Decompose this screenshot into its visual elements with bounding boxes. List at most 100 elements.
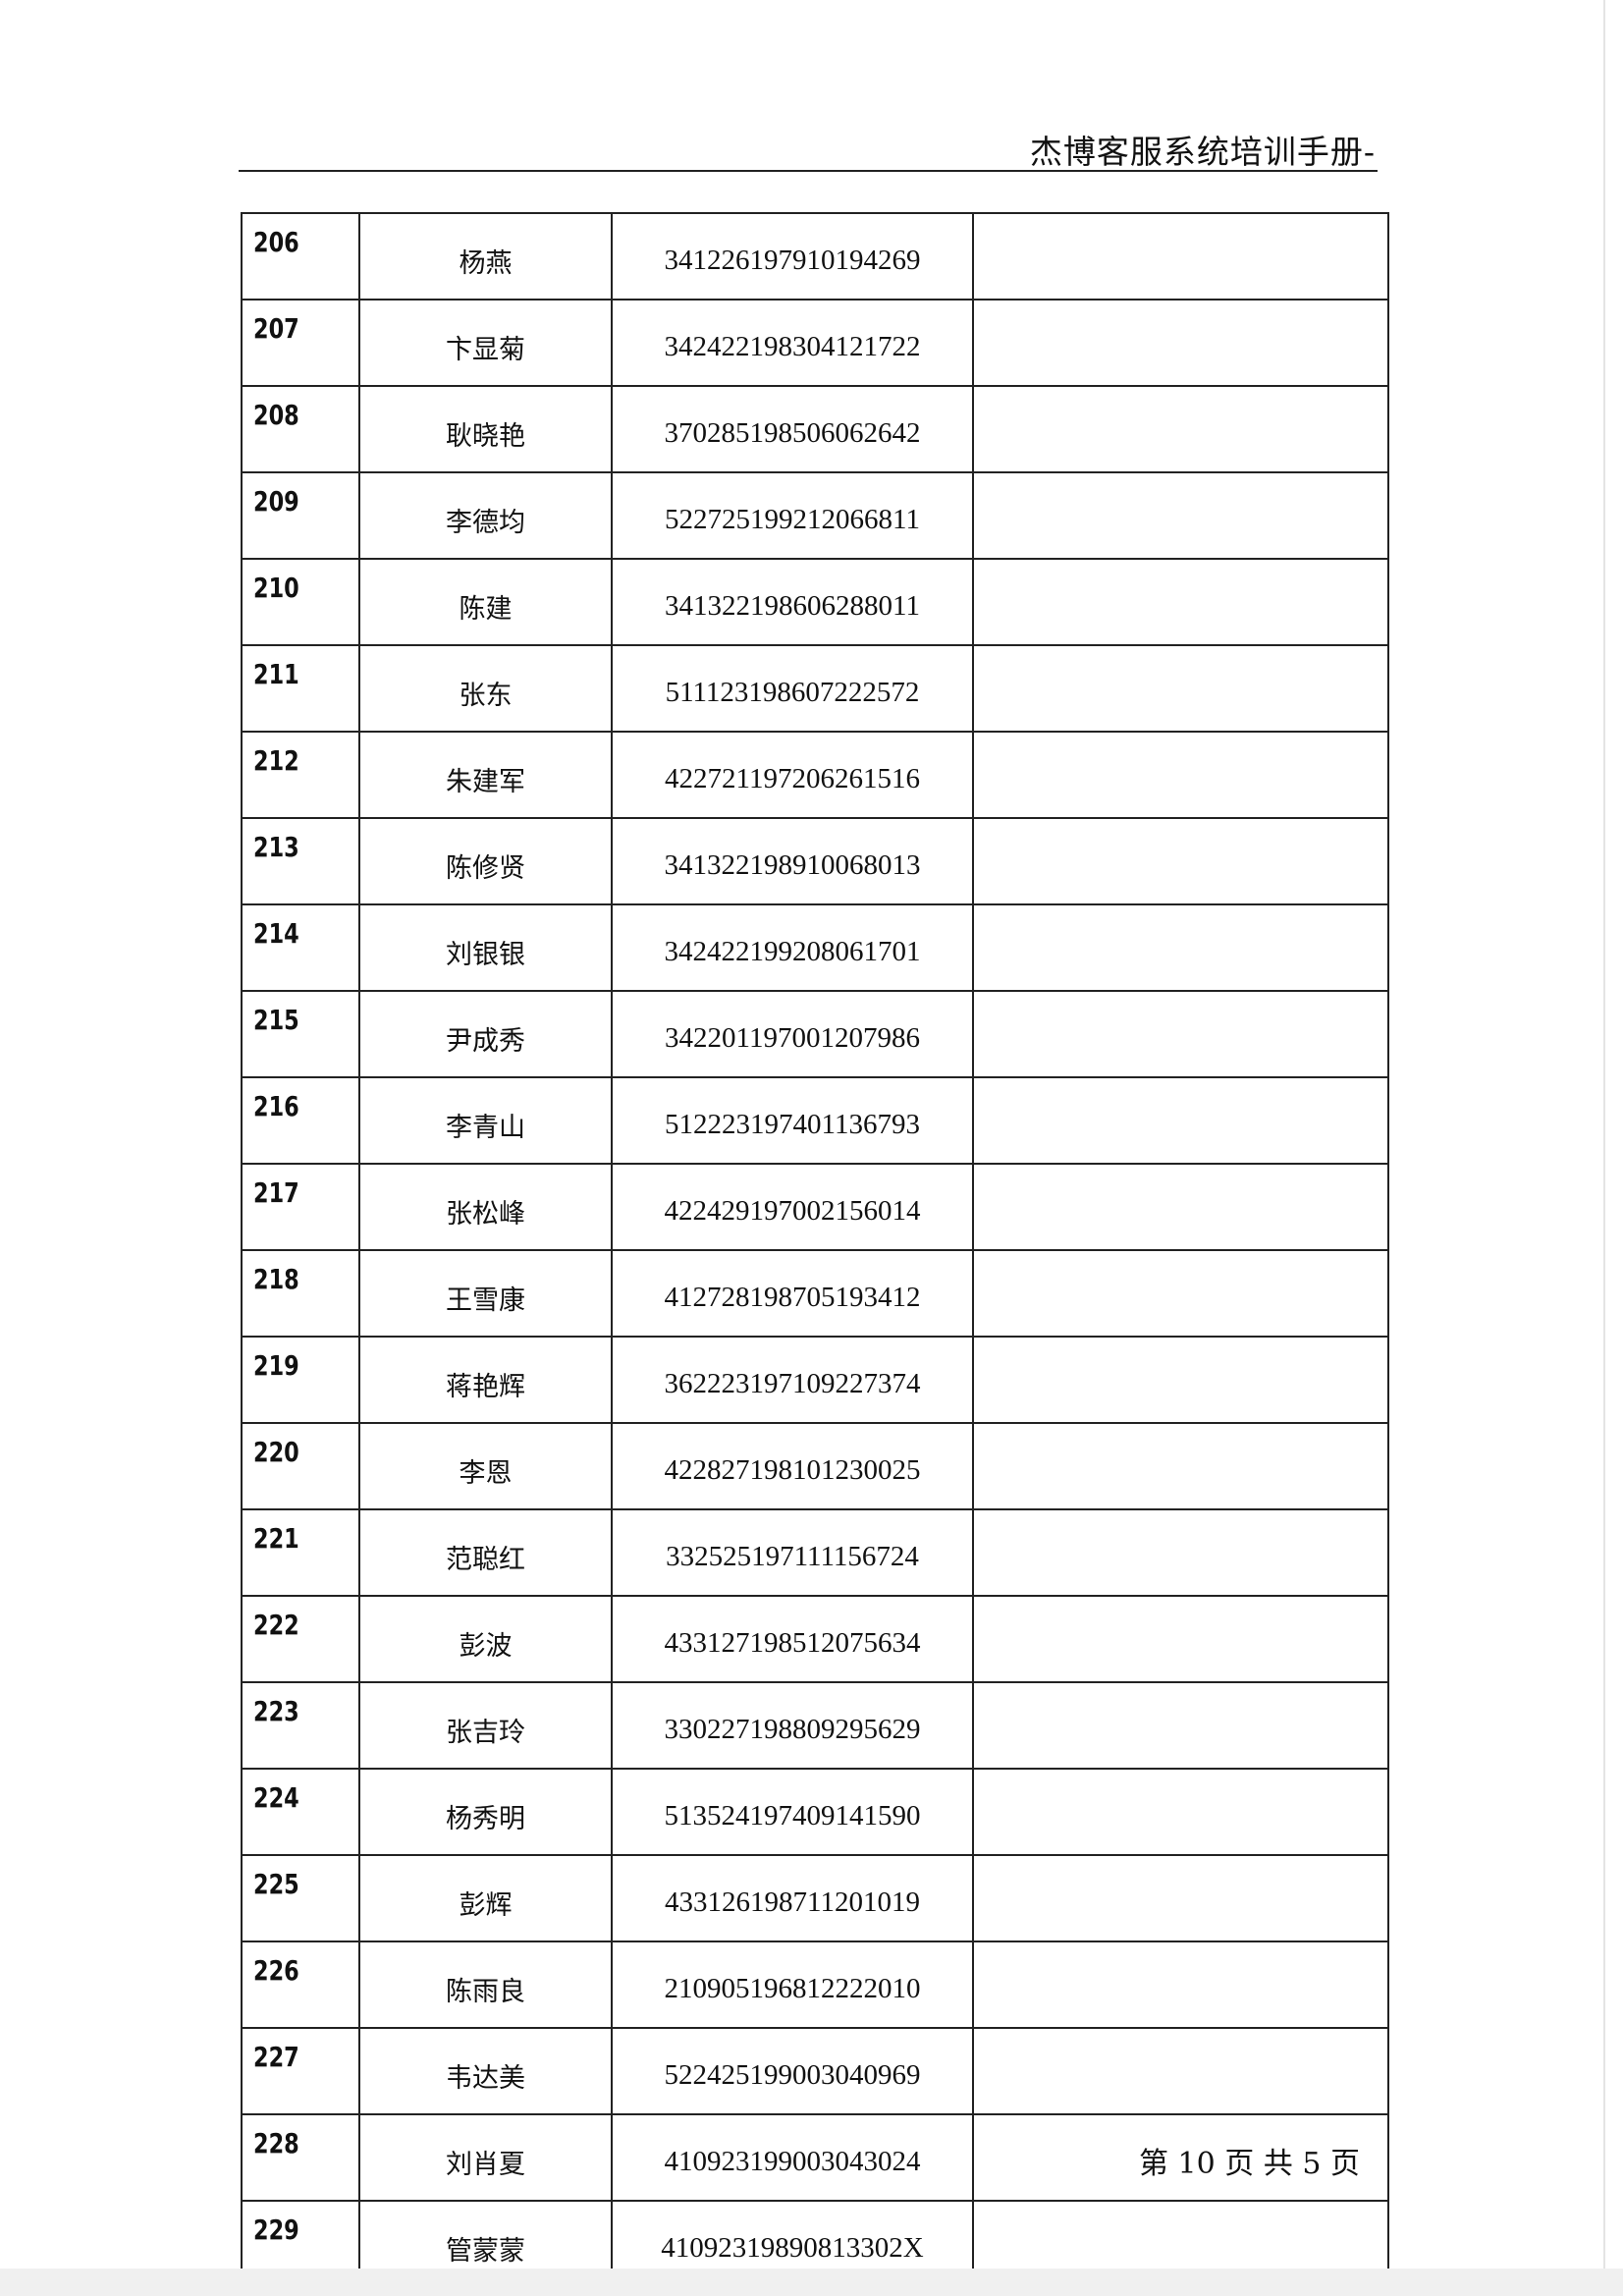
name-cell: 刘银银 <box>358 903 613 992</box>
row-number: 222 <box>241 1595 337 1683</box>
row-number: 209 <box>241 471 337 560</box>
name-cell: 杨燕 <box>358 212 613 301</box>
id-number-cell: 341322198606288011 <box>611 558 974 646</box>
remark-cell <box>972 299 1389 387</box>
name-cell: 陈修贤 <box>358 817 613 905</box>
table-row: 217 张松峰 422429197002156014 <box>241 1163 1389 1251</box>
remark-cell <box>972 1163 1389 1251</box>
name-cell: 张东 <box>358 644 613 733</box>
name-cell: 王雪康 <box>358 1249 613 1338</box>
remark-cell <box>972 990 1389 1078</box>
table-row: 227 韦达美 522425199003040969 <box>241 2027 1389 2115</box>
row-number: 206 <box>241 212 337 301</box>
table-row: 219 蒋艳辉 362223197109227374 <box>241 1336 1389 1424</box>
name-cell: 尹成秀 <box>358 990 613 1078</box>
table-row: 208 耿晓艳 370285198506062642 <box>241 385 1389 473</box>
id-number-cell: 342422199208061701 <box>611 903 974 992</box>
table-row: 218 王雪康 412728198705193412 <box>241 1249 1389 1338</box>
row-number: 207 <box>241 299 337 387</box>
name-cell: 耿晓艳 <box>358 385 613 473</box>
row-number: 214 <box>241 903 337 992</box>
id-number-cell: 362223197109227374 <box>611 1336 974 1424</box>
name-cell: 彭波 <box>358 1595 613 1683</box>
remark-cell <box>972 1681 1389 1770</box>
name-cell: 张松峰 <box>358 1163 613 1251</box>
id-number-cell: 341226197910194269 <box>611 212 974 301</box>
id-number-cell: 422827198101230025 <box>611 1422 974 1510</box>
remark-cell <box>972 471 1389 560</box>
header-rule <box>239 170 1378 172</box>
name-cell: 韦达美 <box>358 2027 613 2115</box>
id-number-cell: 412728198705193412 <box>611 1249 974 1338</box>
row-number: 228 <box>241 2113 337 2202</box>
remark-cell <box>972 1422 1389 1510</box>
table-row: 228 刘肖夏 410923199003043024 <box>241 2113 1389 2202</box>
table-row: 220 李恩 422827198101230025 <box>241 1422 1389 1510</box>
table-row: 224 杨秀明 513524197409141590 <box>241 1768 1389 1856</box>
id-number-cell: 513524197409141590 <box>611 1768 974 1856</box>
remark-cell <box>972 644 1389 733</box>
id-number-cell: 342201197001207986 <box>611 990 974 1078</box>
id-number-cell: 210905196812222010 <box>611 1941 974 2029</box>
id-number-cell: 370285198506062642 <box>611 385 974 473</box>
scan-edge-bottom <box>0 2269 1623 2296</box>
id-number-cell: 330227198809295629 <box>611 1681 974 1770</box>
remark-cell <box>972 558 1389 646</box>
table-row: 211 张东 511123198607222572 <box>241 644 1389 733</box>
row-number: 223 <box>241 1681 337 1770</box>
name-cell: 李恩 <box>358 1422 613 1510</box>
row-number: 208 <box>241 385 337 473</box>
row-number: 217 <box>241 1163 337 1251</box>
remark-cell <box>972 2113 1389 2202</box>
table-row: 207 卞显菊 342422198304121722 <box>241 299 1389 387</box>
table-row: 206 杨燕 341226197910194269 <box>241 212 1389 301</box>
page-number: 第 10 页 共 5 页 <box>1139 2147 1360 2181</box>
row-number: 221 <box>241 1508 337 1597</box>
name-cell: 彭辉 <box>358 1854 613 1942</box>
name-cell: 陈建 <box>358 558 613 646</box>
name-cell: 朱建军 <box>358 731 613 819</box>
header-title: 杰博客服系统培训手册- <box>1029 133 1376 171</box>
id-number-cell: 332525197111156724 <box>611 1508 974 1597</box>
remark-cell <box>972 1941 1389 2029</box>
remark-cell <box>972 1854 1389 1942</box>
remark-cell <box>972 212 1389 301</box>
remark-cell <box>972 817 1389 905</box>
id-number-cell: 511123198607222572 <box>611 644 974 733</box>
scan-edge-right <box>1603 0 1605 2296</box>
table-row: 213 陈修贤 341322198910068013 <box>241 817 1389 905</box>
name-cell: 张吉玲 <box>358 1681 613 1770</box>
name-cell: 李德均 <box>358 471 613 560</box>
id-number-cell: 512223197401136793 <box>611 1076 974 1165</box>
row-number: 224 <box>241 1768 337 1856</box>
id-number-cell: 522425199003040969 <box>611 2027 974 2115</box>
name-cell: 蒋艳辉 <box>358 1336 613 1424</box>
name-cell: 陈雨良 <box>358 1941 613 2029</box>
remark-cell <box>972 1595 1389 1683</box>
table-row: 223 张吉玲 330227198809295629 <box>241 1681 1389 1770</box>
table-row: 212 朱建军 422721197206261516 <box>241 731 1389 819</box>
row-number: 216 <box>241 1076 337 1165</box>
name-cell: 刘肖夏 <box>358 2113 613 2202</box>
name-cell: 李青山 <box>358 1076 613 1165</box>
id-number-cell: 342422198304121722 <box>611 299 974 387</box>
remark-cell <box>972 1336 1389 1424</box>
row-number: 226 <box>241 1941 337 2029</box>
table-row: 210 陈建 341322198606288011 <box>241 558 1389 646</box>
row-number: 215 <box>241 990 337 1078</box>
id-number-cell: 422429197002156014 <box>611 1163 974 1251</box>
row-number: 220 <box>241 1422 337 1510</box>
row-number: 227 <box>241 2027 337 2115</box>
remark-cell <box>972 385 1389 473</box>
id-number-cell: 410923199003043024 <box>611 2113 974 2202</box>
remark-cell <box>972 1249 1389 1338</box>
row-number: 210 <box>241 558 337 646</box>
table-row: 216 李青山 512223197401136793 <box>241 1076 1389 1165</box>
id-number-cell: 422721197206261516 <box>611 731 974 819</box>
table-row: 215 尹成秀 342201197001207986 <box>241 990 1389 1078</box>
id-number-cell: 522725199212066811 <box>611 471 974 560</box>
roster-table: 206 杨燕 341226197910194269 207 卞显菊 34242219830… <box>241 212 1389 2288</box>
name-cell: 范聪红 <box>358 1508 613 1597</box>
table-row: 226 陈雨良 210905196812222010 <box>241 1941 1389 2029</box>
remark-cell <box>972 1768 1389 1856</box>
